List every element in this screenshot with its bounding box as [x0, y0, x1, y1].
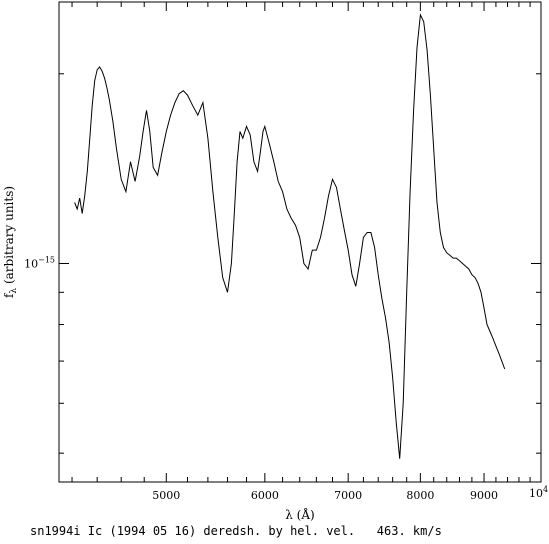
x-axis-title: λ (Å) — [285, 507, 314, 522]
y-axis-title: fλ (arbitrary units) — [2, 186, 19, 298]
axis-ticks — [59, 2, 541, 482]
x-tick-label: 8000 — [406, 489, 434, 502]
y-tick-label: 10−15 — [24, 255, 55, 270]
x-tick-labels: 5000 6000 7000 8000 9000 104 — [152, 485, 548, 502]
x-tick-label: 7000 — [334, 489, 362, 502]
figure-caption: sn1994i Ic (1994 05 16) deredsh. by hel.… — [30, 524, 442, 538]
x-tick-label: 9000 — [470, 489, 498, 502]
x-tick-label: 6000 — [251, 489, 279, 502]
x-tick-label: 5000 — [152, 489, 180, 502]
spectrum-line — [74, 13, 506, 459]
y-tick-labels: 10−15 — [24, 255, 55, 270]
x-end-tick-label: 104 — [529, 485, 548, 500]
